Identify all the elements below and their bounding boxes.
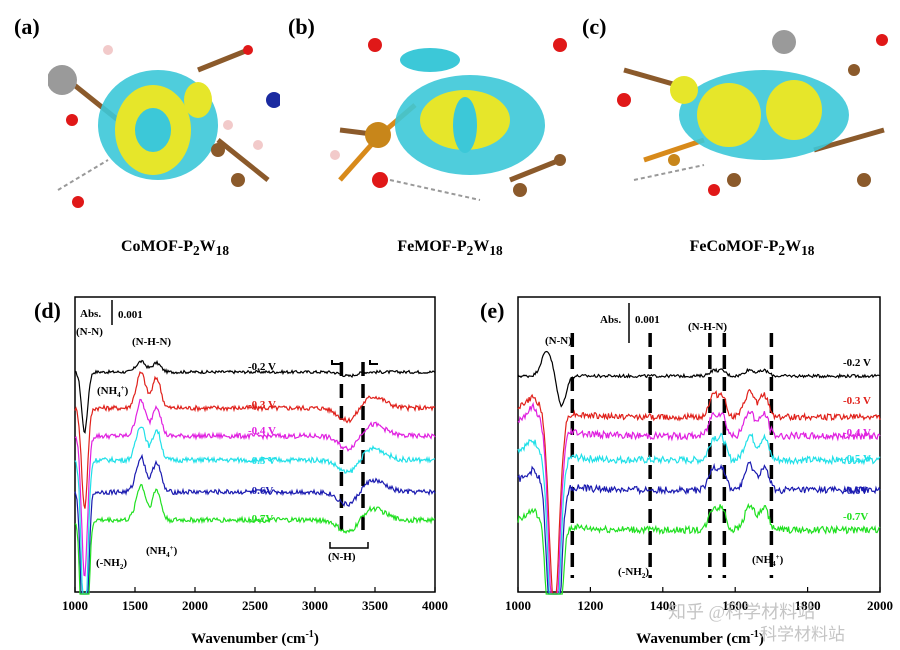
series-label-1: -0.3 V <box>248 399 276 411</box>
panel-label-d: (d) <box>34 298 61 323</box>
series-line-5 <box>517 502 881 595</box>
x-tick-label-5: 3500 <box>362 598 388 613</box>
panel-label-a: (a) <box>14 14 40 39</box>
x-tick-label-4: 1800 <box>795 598 821 613</box>
annotation-nh4-e: (NH4+) <box>752 553 784 568</box>
spectra-figure: (d) Abs. 0.001 -0.2 V -0.3 V -0.4 V -0.5 V -… <box>34 296 893 647</box>
series-line-4 <box>517 461 881 595</box>
series-line-1 <box>74 371 436 509</box>
x-tick-label-1: 1500 <box>122 598 148 613</box>
charge-density-image-a <box>48 30 280 210</box>
x-tick-label-0: 1000 <box>62 598 88 613</box>
series-line-2 <box>517 401 881 595</box>
caption-c: FeCoMOF-P2W18 <box>689 238 815 259</box>
xlabel-d: Wavenumber (cm-1) <box>191 629 319 647</box>
series-line-4 <box>74 453 436 595</box>
x-tick-label-2: 1400 <box>650 598 676 613</box>
series-label-4: -0.6V <box>248 485 273 497</box>
charge-density-image-c <box>614 30 892 210</box>
series-line-1 <box>517 388 881 595</box>
series-label-4: -0.6V <box>843 485 868 497</box>
x-tick-label-6: 4000 <box>422 598 448 613</box>
plot-frame-e <box>517 296 881 593</box>
series-line-2 <box>74 398 436 577</box>
x-tick-label-0: 1000 <box>505 598 531 613</box>
series-label-5: -0.7V <box>843 511 868 523</box>
annotation-nn-d: (N-N) <box>76 326 103 338</box>
panel-label-b: (b) <box>288 14 315 39</box>
watermark-line2: 科学材料站 <box>760 625 845 644</box>
series-line-5 <box>74 483 436 595</box>
chart-d: (d) Abs. 0.001 -0.2 V -0.3 V -0.4 V -0.5 V -… <box>34 296 448 647</box>
panel-label-c: (c) <box>582 14 607 39</box>
scale-bar-value-e: 0.001 <box>635 314 660 326</box>
series-label-1: -0.3 V <box>843 395 871 407</box>
x-tick-label-5: 2000 <box>867 598 893 613</box>
plot-frame-d <box>74 296 436 593</box>
watermark-line1: 知乎 @科学材料站 <box>668 602 815 622</box>
series-label-0: -0.2 V <box>843 357 871 369</box>
series-line-0 <box>517 350 881 408</box>
annotation-nh2-d: (-NH2) <box>96 557 127 571</box>
series-label-0: -0.2 V <box>248 361 276 373</box>
annotation-nh-d: (N-H) <box>328 551 356 563</box>
caption-b: FeMOF-P2W18 <box>397 238 503 259</box>
annotation-nh4-d: (NH4+) <box>97 384 129 399</box>
charge-density-image-b <box>320 30 578 210</box>
x-tick-label-4: 3000 <box>302 598 328 613</box>
scale-bar-label-e: Abs. <box>600 314 621 326</box>
series-label-2: -0.4 V <box>248 425 276 437</box>
annotation-nh4-low-d: (NH4+) <box>146 544 178 559</box>
series-label-5: -0.7V <box>248 513 273 525</box>
series-line-3 <box>74 426 436 595</box>
chart-e: (e) Abs. 0.001 -0.2 V -0.3 V -0.4 V -0.5 V -… <box>480 296 893 647</box>
annotation-nh2-e: (-NH2) <box>618 566 649 580</box>
caption-a: CoMOF-P2W18 <box>121 238 229 259</box>
panel-label-e: (e) <box>480 298 504 323</box>
series-label-2: -0.4 V <box>843 427 871 439</box>
annotation-nn-e: (N-N) <box>545 335 572 347</box>
series-label-3: -0.5 V <box>843 453 871 465</box>
annotation-nhn-d: (N-H-N) <box>132 336 171 348</box>
scale-bar-value-d: 0.001 <box>118 309 143 321</box>
xlabel-e: Wavenumber (cm-1) <box>636 629 764 647</box>
annotation-nhn-e: (N-H-N) <box>688 321 727 333</box>
x-tick-label-3: 1600 <box>722 598 748 613</box>
x-tick-label-3: 2500 <box>242 598 268 613</box>
x-tick-label-2: 2000 <box>182 598 208 613</box>
series-line-3 <box>517 432 881 595</box>
series-line-0 <box>74 359 436 434</box>
x-tick-label-1: 1200 <box>577 598 603 613</box>
series-label-3: -0.5 V <box>248 455 276 467</box>
scale-bar-label-d: Abs. <box>80 308 101 320</box>
